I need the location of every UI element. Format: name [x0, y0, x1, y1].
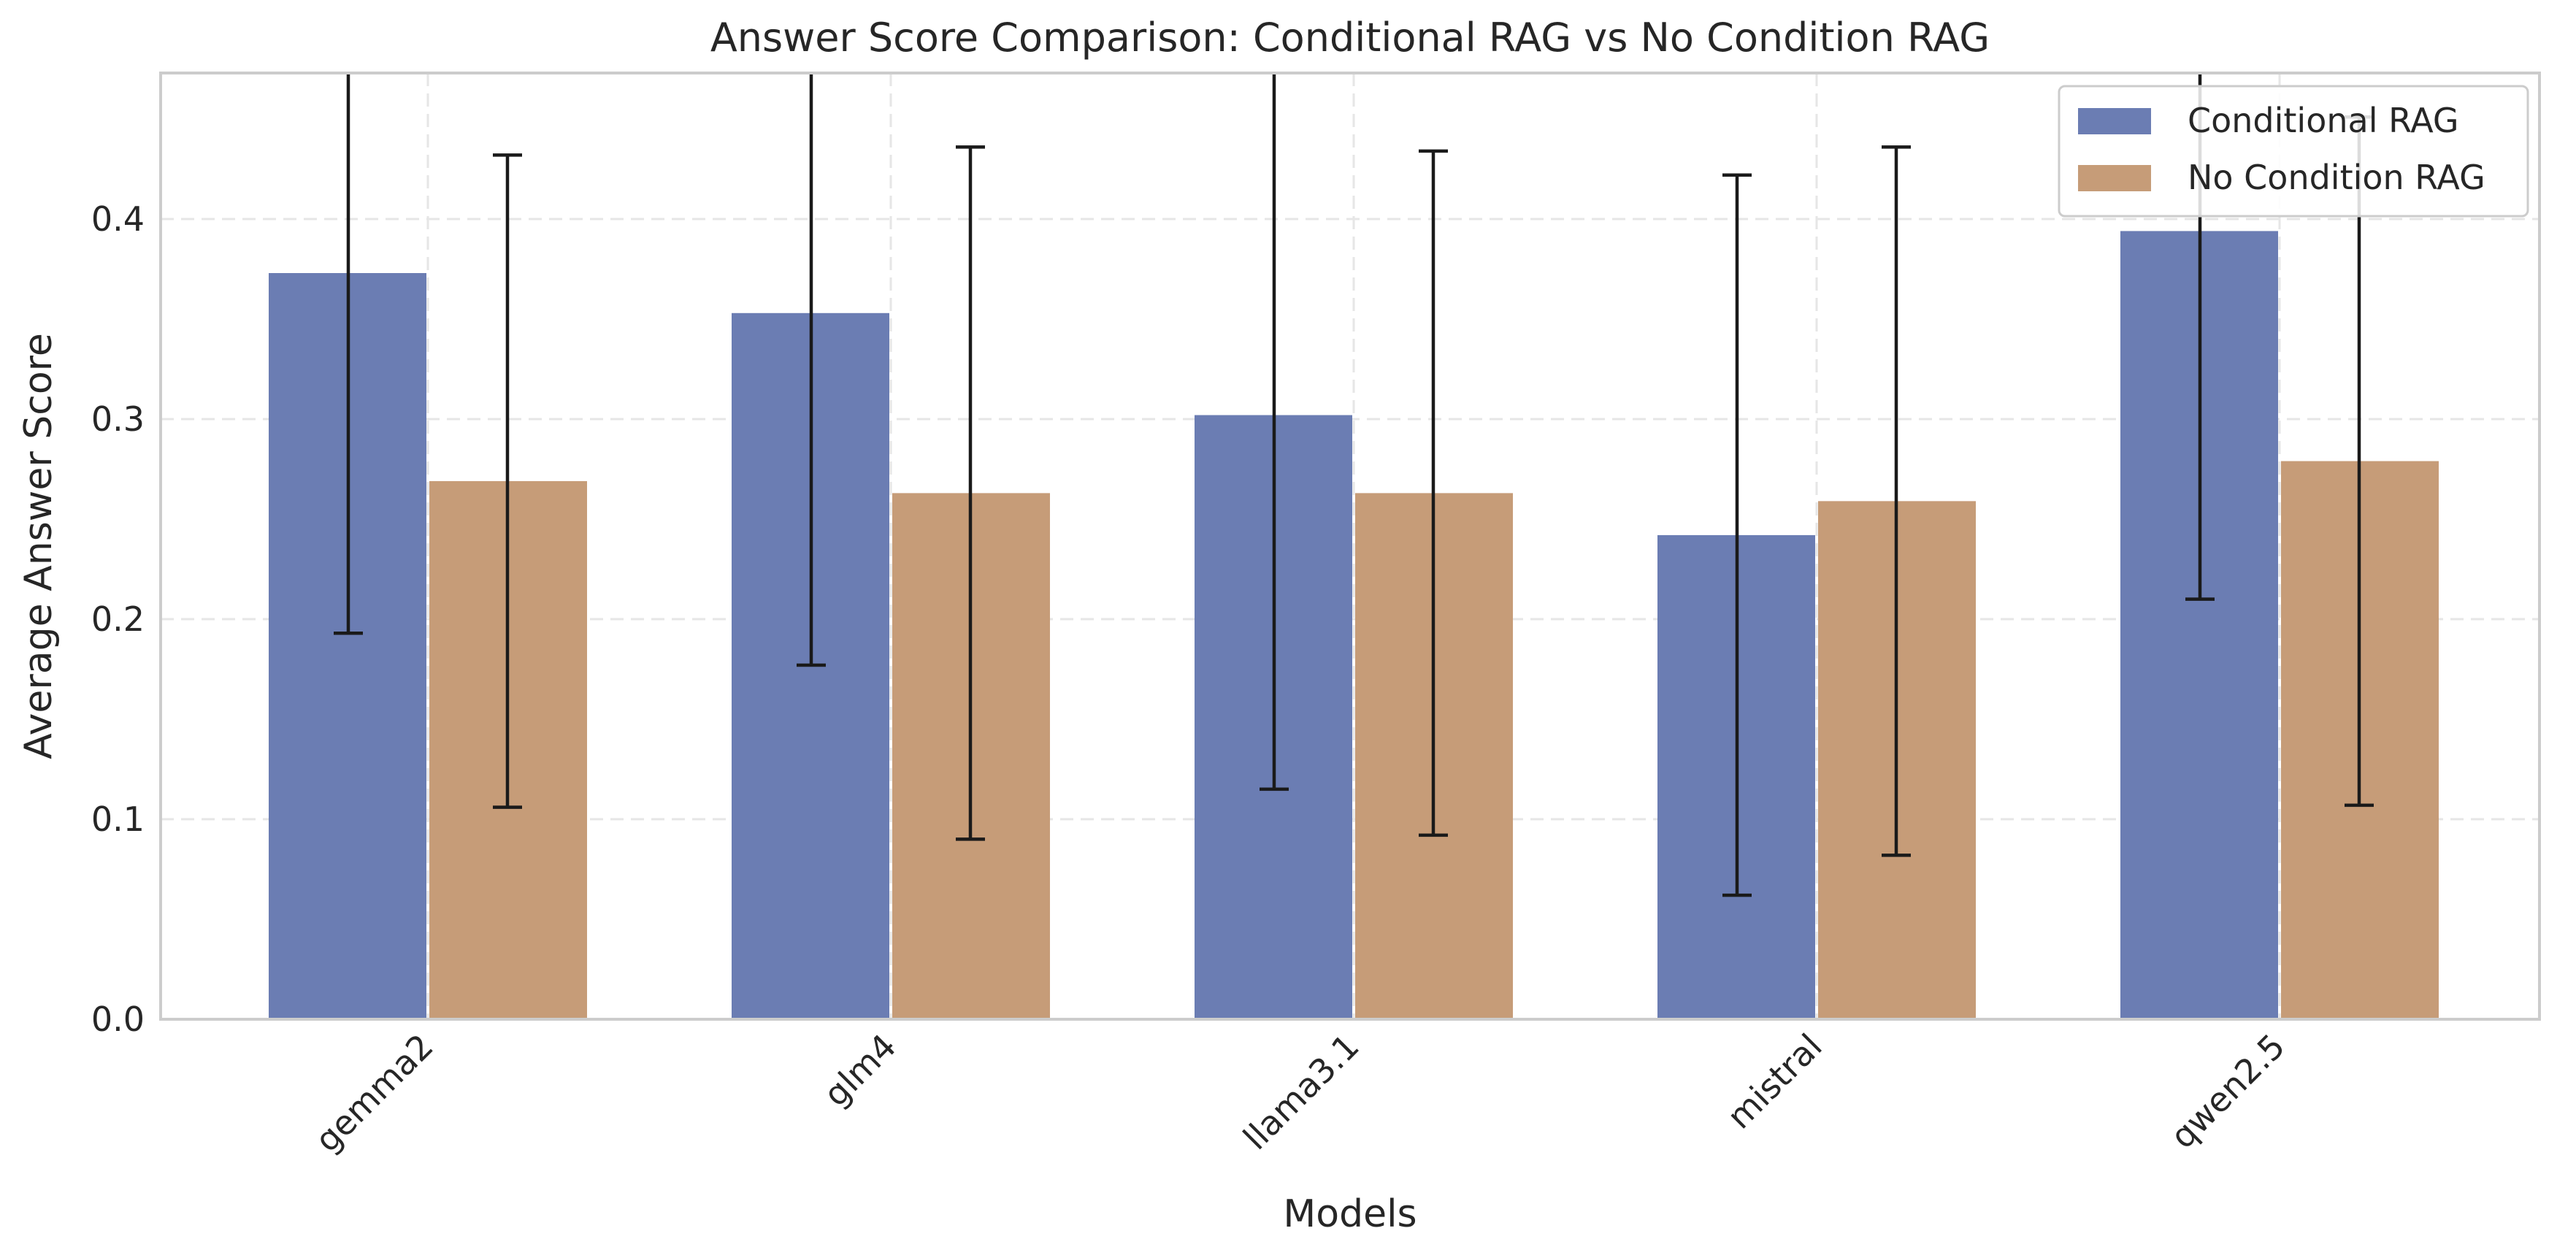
- x-tick-labels: gemma2 glm4 llama3.1 mistral qwen2.5: [307, 1027, 2293, 1160]
- y-tick-label: 0.1: [91, 799, 145, 839]
- legend-label-conditional-rag: Conditional RAG: [2188, 101, 2459, 140]
- legend-swatch-no-condition-rag: [2078, 165, 2151, 191]
- y-tick-label: 0.0: [91, 1000, 145, 1039]
- y-tick-labels: 0.0 0.1 0.2 0.3 0.4: [91, 199, 145, 1039]
- x-tick-label: qwen2.5: [2163, 1027, 2293, 1157]
- x-tick-label: glm4: [816, 1027, 904, 1114]
- x-tick-label: mistral: [1720, 1027, 1830, 1137]
- x-tick-label: llama3.1: [1235, 1027, 1367, 1158]
- y-tick-label: 0.2: [91, 599, 145, 639]
- legend: Conditional RAG No Condition RAG: [2058, 85, 2529, 218]
- legend-box: [2058, 85, 2529, 218]
- legend-label-no-condition-rag: No Condition RAG: [2188, 158, 2485, 197]
- y-tick-label: 0.3: [91, 399, 145, 439]
- legend-swatch-conditional-rag: [2078, 108, 2151, 134]
- y-axis-title: Average Answer Score: [17, 333, 61, 759]
- chart-title: Answer Score Comparison: Conditional RAG…: [710, 15, 1990, 61]
- y-tick-label: 0.4: [91, 199, 145, 239]
- x-tick-label: gemma2: [307, 1027, 441, 1160]
- x-axis-title: Models: [1283, 1192, 1417, 1236]
- plot-frame: [159, 72, 2541, 1021]
